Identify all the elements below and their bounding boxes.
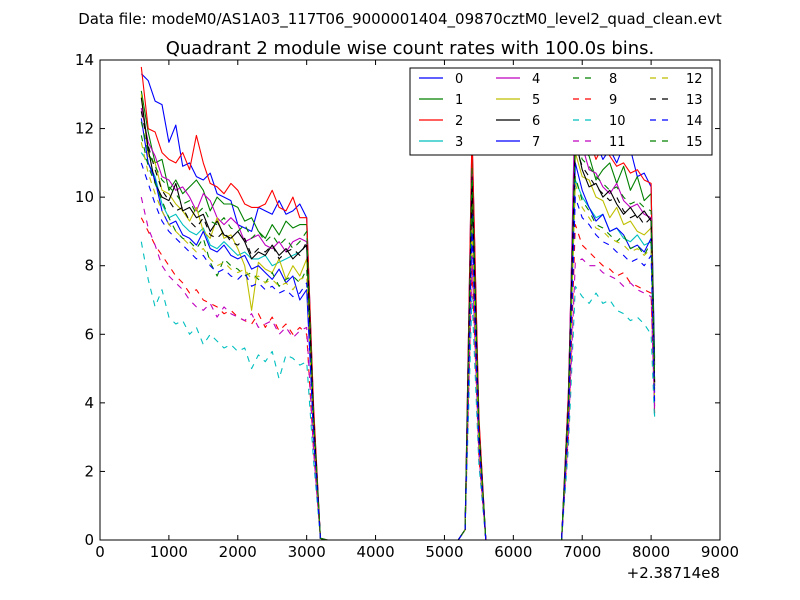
figure-suptitle: Data file: modeM0/AS1A03_117T06_90000014… bbox=[78, 10, 722, 29]
x-tick-label: 6000 bbox=[494, 543, 532, 561]
legend-frame bbox=[409, 67, 713, 156]
chart-title: Quadrant 2 module wise count rates with … bbox=[166, 38, 655, 59]
y-tick-label: 4 bbox=[84, 394, 94, 412]
legend-label-4: 4 bbox=[532, 72, 540, 87]
series-line-15 bbox=[140, 121, 656, 541]
x-tick-label: 0 bbox=[95, 543, 105, 561]
y-tick-label: 6 bbox=[84, 325, 94, 343]
y-tick-label: 0 bbox=[84, 531, 94, 549]
x-tick-label: 5000 bbox=[425, 543, 463, 561]
y-tick-label: 2 bbox=[84, 462, 94, 480]
series-line-10 bbox=[140, 241, 656, 541]
legend-label-14: 14 bbox=[686, 114, 703, 129]
series-line-6 bbox=[140, 97, 656, 541]
series-layer bbox=[140, 66, 656, 541]
y-tick-label: 8 bbox=[84, 257, 94, 275]
legend-label-8: 8 bbox=[609, 72, 617, 87]
legend-label-13: 13 bbox=[686, 93, 703, 108]
y-tick-label: 12 bbox=[75, 120, 94, 138]
x-tick-label: 4000 bbox=[356, 543, 394, 561]
legend-label-0: 0 bbox=[455, 72, 463, 87]
legend-label-2: 2 bbox=[455, 114, 463, 129]
axis-ticks: 0 1000 2000 3000 4000 5000 6000 7000 8000 9000 0 2 4… bbox=[75, 51, 739, 561]
legend-label-9: 9 bbox=[609, 93, 617, 108]
series-line-8 bbox=[140, 135, 656, 541]
series-line-14 bbox=[140, 162, 656, 541]
legend-label-10: 10 bbox=[609, 114, 626, 129]
series-line-11 bbox=[140, 196, 656, 541]
x-tick-label: 7000 bbox=[563, 543, 601, 561]
series-line-9 bbox=[140, 217, 656, 541]
x-offset-label: +2.38714e8 bbox=[627, 564, 720, 582]
legend-label-5: 5 bbox=[532, 93, 540, 108]
legend-label-3: 3 bbox=[455, 135, 463, 150]
x-tick-label: 9000 bbox=[701, 543, 739, 561]
y-tick-label: 10 bbox=[75, 188, 94, 206]
series-line-12 bbox=[140, 142, 656, 541]
series-line-3 bbox=[140, 152, 656, 541]
legend-label-12: 12 bbox=[686, 72, 703, 87]
y-tick-label: 14 bbox=[75, 51, 94, 69]
legend-label-7: 7 bbox=[532, 135, 540, 150]
series-line-7 bbox=[140, 118, 656, 541]
x-tick-label: 3000 bbox=[288, 543, 326, 561]
plot-area-frame bbox=[99, 59, 721, 541]
x-tick-label: 8000 bbox=[632, 543, 670, 561]
legend-label-15: 15 bbox=[686, 135, 703, 150]
series-line-13 bbox=[140, 111, 656, 541]
legend-label-6: 6 bbox=[532, 114, 540, 129]
legend-label-11: 11 bbox=[609, 135, 626, 150]
x-tick-label: 2000 bbox=[219, 543, 257, 561]
series-line-5 bbox=[140, 94, 656, 541]
legend-label-1: 1 bbox=[455, 93, 463, 108]
x-tick-label: 1000 bbox=[150, 543, 188, 561]
